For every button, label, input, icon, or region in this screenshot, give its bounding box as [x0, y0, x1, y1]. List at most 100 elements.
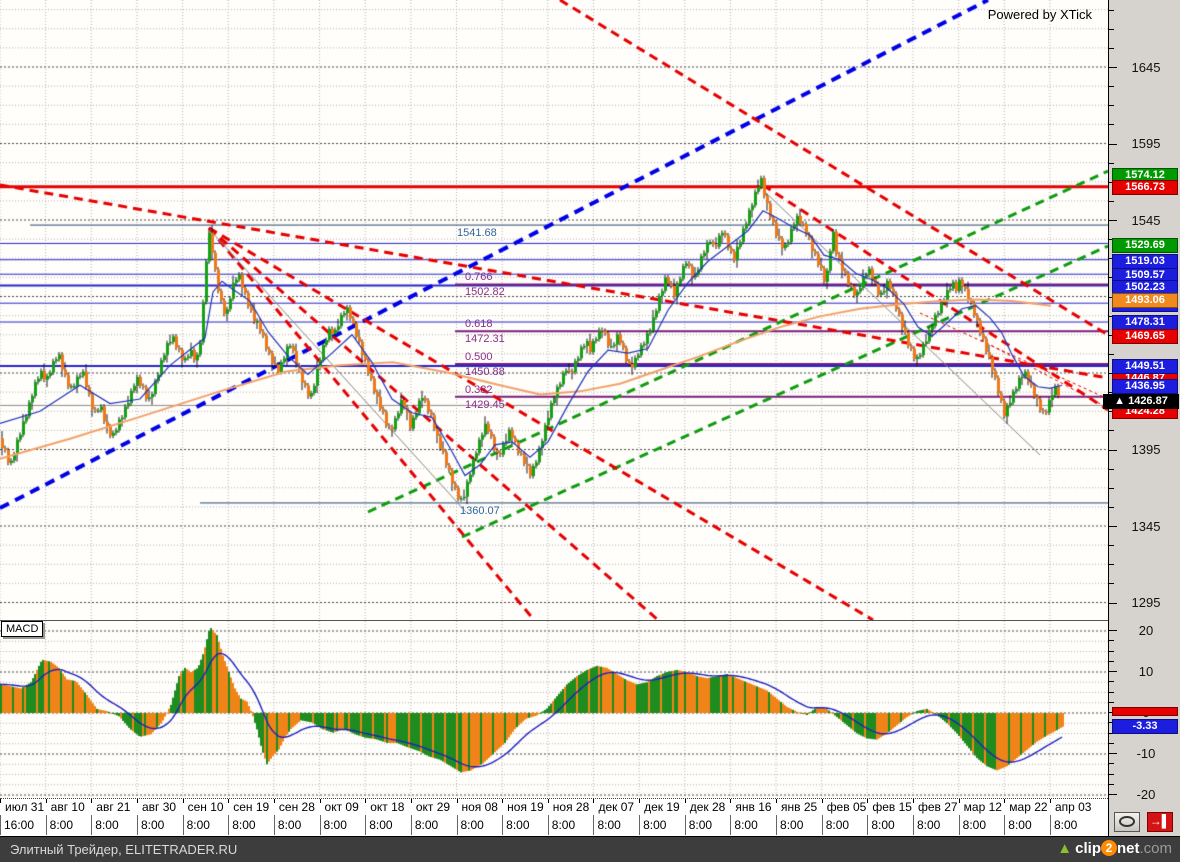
time-axis-row[interactable]: 16:00 8:00 8:00 8:00 8:00 8:00 8:00 8:00 8:00 8:0…: [0, 815, 1108, 836]
time-label: 8:00: [643, 818, 667, 832]
price-axis-tick: [1109, 411, 1114, 413]
price-axis-tick: [1109, 602, 1117, 604]
date-label-мар 22: мар 22: [1009, 800, 1048, 814]
fib-label-1541.68: 1541.68: [457, 227, 497, 239]
axis-label-1645: 1645: [1131, 60, 1161, 75]
chain-link-icon: [1119, 816, 1135, 827]
fib-label-0.500: 0.500: [465, 351, 493, 363]
time-separator: [410, 815, 412, 835]
price-badge-1502.23: 1502.23: [1112, 280, 1178, 295]
time-label: 8:00: [460, 818, 484, 832]
date-tick: [273, 799, 275, 803]
fib-label-0.618: 0.618: [465, 318, 493, 330]
price-chart-canvas[interactable]: [0, 0, 1108, 620]
axis-label--10: -10: [1136, 746, 1156, 761]
time-separator: [182, 815, 184, 835]
macd-axis-tick: [1109, 701, 1114, 703]
screenshot-button[interactable]: →▌: [1147, 812, 1173, 832]
time-separator: [547, 815, 549, 835]
time-separator: [273, 815, 275, 835]
axis-label-1545: 1545: [1131, 213, 1161, 228]
macd-axis-tick: [1109, 732, 1114, 734]
macd-axis-tick: [1109, 650, 1114, 652]
date-tick: [593, 799, 595, 803]
arrow-into-bar-icon: →▌: [1149, 814, 1171, 828]
price-axis-tick: [1109, 28, 1114, 30]
date-label-июл 31: июл 31: [5, 800, 45, 814]
price-axis-tick: [1109, 9, 1114, 11]
logo-prefix: clip: [1075, 840, 1101, 857]
price-axis-tick: [1109, 564, 1114, 566]
price-badge-1436.95: 1436.95: [1112, 379, 1178, 394]
price-pane[interactable]: 1541.68 0.766 1502.82 0.618 1472.31 0.500 1450…: [0, 0, 1108, 620]
date-axis-row[interactable]: июл 31 авг 10 авг 21 авг 30 сен 10 сен 19 сен …: [0, 798, 1108, 816]
date-tick: [913, 799, 914, 803]
price-axis-tick: [1109, 353, 1114, 355]
date-label-фев 27: фев 27: [918, 800, 958, 814]
macd-axis-tick: [1109, 630, 1117, 631]
price-axis-tick: [1109, 143, 1117, 145]
price-badge-1529.69: 1529.69: [1112, 238, 1178, 253]
price-badge-1426.87: ▲ 1426.87: [1103, 394, 1179, 409]
price-axis-tick: [1109, 258, 1114, 260]
date-tick: [776, 799, 778, 803]
price-axis-tick: [1109, 506, 1114, 508]
time-separator: [867, 815, 869, 835]
fib-label-1450.88: 1450.88: [465, 366, 505, 378]
time-label: 8:00: [49, 818, 73, 832]
price-badge-zero: [1112, 707, 1178, 716]
date-label-фев 05: фев 05: [826, 800, 867, 814]
fib-label-1360.07: 1360.07: [460, 505, 500, 517]
time-separator: [730, 815, 732, 835]
date-tick: [639, 799, 641, 803]
time-separator: [1049, 815, 1051, 835]
date-tick: [136, 799, 138, 803]
time-label: 8:00: [962, 818, 986, 832]
time-separator: [365, 815, 367, 835]
time-label: 8:00: [232, 818, 256, 832]
macd-pane[interactable]: [0, 620, 1108, 799]
date-tick: [182, 799, 184, 803]
time-separator: [1004, 815, 1006, 835]
date-tick: [867, 799, 869, 803]
time-label: 8:00: [1053, 818, 1078, 832]
price-badge-1478.31: 1478.31: [1112, 315, 1178, 330]
clip2net-logo[interactable]: ▲ clip 2 net.com: [1057, 840, 1172, 857]
time-label: 8:00: [825, 818, 850, 832]
upload-arrow-icon: ▲: [1057, 840, 1073, 857]
time-label: 8:00: [871, 818, 895, 832]
macd-chart-canvas[interactable]: [0, 621, 1108, 799]
date-label-ноя 08: ноя 08: [461, 800, 498, 814]
time-label: 8:00: [688, 818, 713, 832]
price-badge-1509.57: 1509.57: [1112, 268, 1178, 283]
price-axis-tick: [1109, 583, 1114, 585]
macd-axis-tick: [1109, 681, 1114, 683]
price-badge--3.33: -3.33: [1112, 719, 1178, 734]
macd-indicator-label[interactable]: MACD: [1, 621, 44, 637]
price-axis-tick: [1109, 220, 1117, 221]
price-badge-1574.12: 1574.12: [1112, 168, 1178, 183]
date-label-ноя 28: ноя 28: [552, 800, 590, 814]
price-axis-panel[interactable]: 16451595154513951345129520100-10-201574.…: [1103, 0, 1180, 836]
price-badge-1493.06: 1493.06: [1112, 293, 1178, 308]
date-label-окт 29: окт 29: [415, 800, 451, 814]
macd-axis-tick: [1109, 753, 1117, 754]
time-label: 8:00: [186, 818, 210, 832]
axis-label--20: -20: [1136, 787, 1156, 802]
date-tick: [45, 799, 47, 803]
date-tick: [456, 799, 458, 803]
price-axis-tick: [1109, 200, 1114, 202]
fib-label-1429.45: 1429.45: [465, 399, 505, 411]
date-label-авг 21: авг 21: [96, 800, 131, 814]
fib-label-0.382: 0.382: [465, 384, 493, 396]
time-separator: [136, 815, 138, 835]
fib-label-1502.82: 1502.82: [465, 286, 505, 298]
price-axis-tick: [1109, 430, 1114, 432]
date-label-апр 03: апр 03: [1054, 800, 1092, 814]
time-separator: [228, 815, 230, 835]
time-label: 8:00: [369, 818, 393, 832]
time-separator: [821, 815, 823, 835]
time-separator: [0, 815, 1, 835]
price-axis-tick: [1109, 239, 1114, 241]
link-button[interactable]: [1114, 812, 1140, 832]
